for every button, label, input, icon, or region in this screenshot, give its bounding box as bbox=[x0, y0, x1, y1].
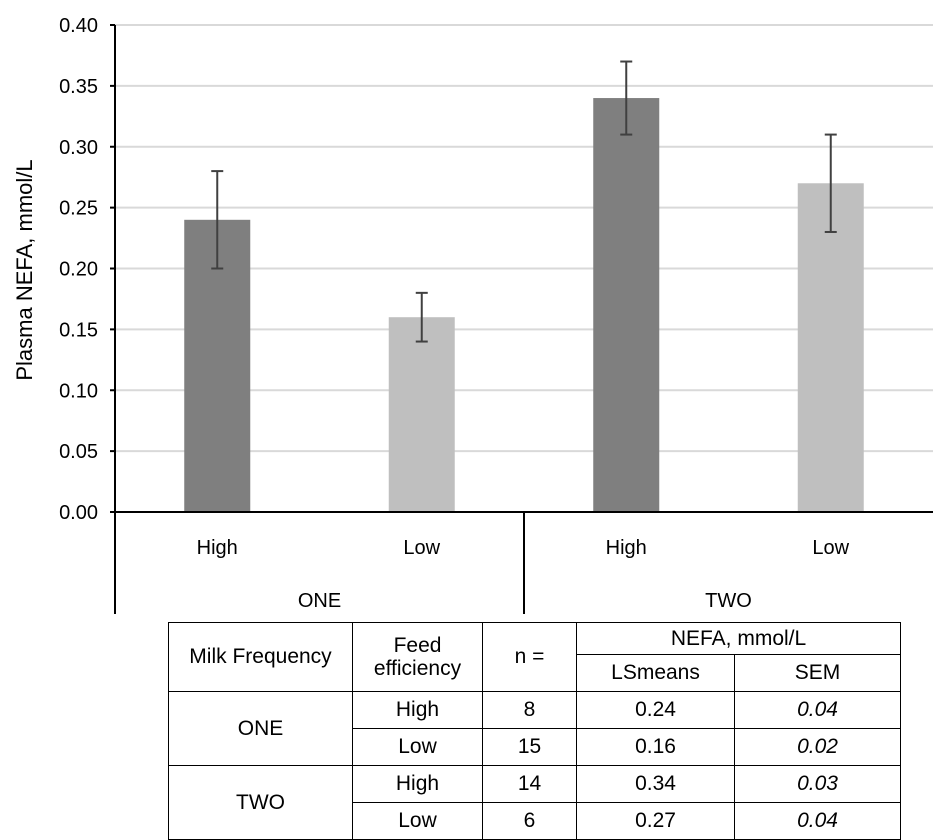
x-category-labels: High Low ONE High Low TWO bbox=[197, 537, 850, 612]
y-tick-labels: 0.00 0.05 0.10 0.15 0.20 0.25 0.30 0.35 0.40 bbox=[59, 15, 98, 524]
table-row: ONE High 8 0.24 0.04 bbox=[168, 691, 901, 766]
y-tick-label: 0.25 bbox=[59, 198, 98, 220]
lsmeans-cell: 0.16 bbox=[576, 728, 735, 766]
y-axis-title: Plasma NEFA, mmol/L bbox=[12, 159, 37, 380]
nefa-bar-chart: 0.00 0.05 0.10 0.15 0.20 0.25 0.30 0.35 0.40 Hig… bbox=[12, 15, 933, 614]
n-cell: 8 bbox=[482, 691, 577, 729]
group-cell-two: TWO bbox=[168, 765, 353, 840]
sem-cell: 0.04 bbox=[734, 691, 901, 729]
header-feed-efficiency: Feed efficiency bbox=[352, 622, 483, 692]
lsmeans-cell: 0.34 bbox=[576, 765, 735, 803]
y-tick-label: 0.35 bbox=[59, 76, 98, 98]
sem-cell: 0.04 bbox=[734, 802, 901, 840]
x-category-label: Low bbox=[403, 537, 440, 559]
bar bbox=[388, 317, 455, 512]
header-nefa: NEFA, mmol/L bbox=[576, 622, 901, 655]
fe-cell: Low bbox=[352, 728, 483, 766]
y-tick-label: 0.05 bbox=[59, 441, 98, 463]
fe-cell: High bbox=[352, 691, 483, 729]
y-tick-label: 0.15 bbox=[59, 319, 98, 341]
nefa-summary-table: Milk Frequency Feed efficiency n = NEFA, … bbox=[168, 622, 901, 840]
sem-cell: 0.03 bbox=[734, 765, 901, 803]
header-lsmeans: LSmeans bbox=[576, 654, 735, 692]
x-group-label: ONE bbox=[298, 590, 341, 612]
gridlines bbox=[115, 24, 933, 453]
header-milk-frequency: Milk Frequency bbox=[168, 622, 353, 692]
y-tick-label: 0.10 bbox=[59, 380, 98, 402]
x-category-label: High bbox=[197, 537, 238, 559]
fe-cell: High bbox=[352, 765, 483, 803]
table-row: TWO High 14 0.34 0.03 bbox=[168, 765, 901, 840]
table-row: Low 6 0.27 0.04 bbox=[169, 802, 901, 840]
table-subheader-row: LSmeans SEM bbox=[169, 654, 901, 692]
x-group-label: TWO bbox=[705, 590, 752, 612]
bar bbox=[593, 98, 660, 513]
bars bbox=[184, 98, 864, 513]
group-cell-one: ONE bbox=[168, 691, 353, 766]
lsmeans-cell: 0.27 bbox=[576, 802, 735, 840]
sem-cell: 0.02 bbox=[734, 728, 901, 766]
y-tick-label: 0.20 bbox=[59, 259, 98, 281]
header-feed-efficiency-line2: efficiency bbox=[373, 657, 462, 680]
y-tick-label: 0.30 bbox=[59, 137, 98, 159]
bar bbox=[797, 183, 864, 512]
header-n: n = bbox=[482, 622, 577, 692]
table-header-row: Milk Frequency Feed efficiency n = NEFA, … bbox=[168, 622, 901, 692]
lsmeans-cell: 0.24 bbox=[576, 691, 735, 729]
header-sem: SEM bbox=[734, 654, 901, 692]
n-cell: 14 bbox=[482, 765, 577, 803]
x-category-label: High bbox=[606, 537, 647, 559]
y-tick-label: 0.00 bbox=[59, 502, 98, 524]
error-bars bbox=[211, 60, 837, 343]
header-feed-efficiency-line1: Feed bbox=[393, 633, 442, 657]
x-category-label: Low bbox=[812, 537, 849, 559]
table-row: Low 15 0.16 0.02 bbox=[169, 728, 901, 766]
n-cell: 6 bbox=[482, 802, 577, 840]
n-cell: 15 bbox=[482, 728, 577, 766]
axes bbox=[110, 24, 933, 614]
y-tick-label: 0.40 bbox=[59, 15, 98, 37]
fe-cell: Low bbox=[352, 802, 483, 840]
